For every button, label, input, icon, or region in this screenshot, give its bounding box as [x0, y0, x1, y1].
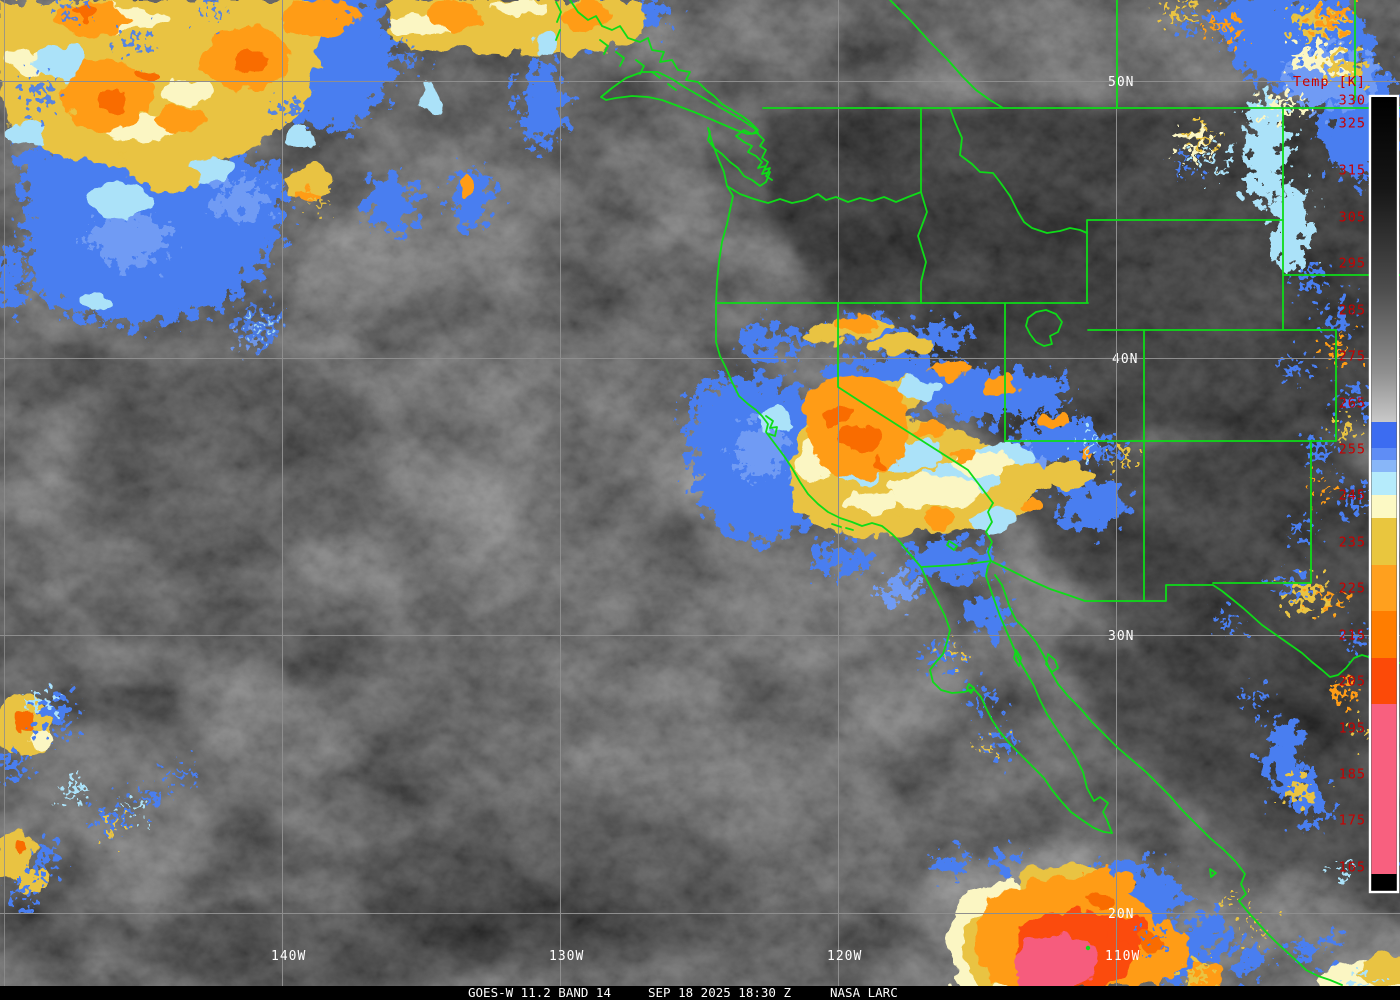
colorbar-band-220-210	[1371, 611, 1397, 658]
isla-socorro	[1085, 945, 1091, 951]
bottom-left-cells	[0, 695, 52, 892]
idaho-montana-border	[949, 107, 1284, 234]
longitude-label-140W: 140W	[271, 949, 306, 964]
colorbar-band-230-220	[1371, 565, 1397, 611]
colorbar-tick-195: 195	[1339, 721, 1366, 737]
colorbar-tick-255: 255	[1339, 442, 1366, 458]
map-boundaries	[555, 0, 1400, 986]
caption-satellite-band: GOES-W 11.2 BAND 14	[468, 985, 611, 1000]
caption-datetime: SEP 18 2025 18:30 Z	[648, 985, 791, 1000]
longitude-label-120W: 120W	[827, 949, 862, 964]
colorbar-band-240-230	[1371, 518, 1397, 565]
islas-marias	[1209, 868, 1217, 878]
storm-system-california	[687, 317, 1134, 753]
isla-angel-de-la-guarda	[1013, 649, 1022, 667]
colorbar-band-below 166	[1371, 874, 1397, 890]
colorbar-title: Temp [K]	[1293, 74, 1366, 90]
california-mexico-border	[920, 560, 992, 568]
hurricane-system	[930, 852, 1400, 986]
hurricane-outer-speckles	[1147, 895, 1370, 986]
isla-tiburon	[1045, 653, 1059, 673]
new-mexico-texas-border	[1212, 440, 1312, 584]
temperature-colorbar: Temp [K] 330 325 315 305 295 285 275 265 255 245 2…	[1293, 74, 1400, 894]
latitude-label-50N: 50N	[1108, 75, 1134, 90]
salton-sea	[946, 540, 958, 551]
colorbar-tick-315: 315	[1339, 163, 1366, 179]
great-salt-lake	[1025, 309, 1063, 347]
hurricane-cloud-mass	[950, 866, 1400, 986]
baja-gulf-coastline	[985, 560, 1113, 834]
channel-islands	[831, 523, 854, 531]
colorbar-tick-225: 225	[1339, 581, 1366, 597]
storm-ca-trailing-speckles	[930, 440, 1134, 753]
colorbar-band-252-250	[1371, 460, 1397, 472]
storm-nw-blue-speckles	[28, 2, 418, 346]
colorbar-band-200-166	[1371, 704, 1397, 874]
bc-alberta-border	[889, 0, 1004, 109]
colorbar-tick-215: 215	[1339, 628, 1366, 644]
colorbar-band-250-245	[1371, 472, 1397, 495]
caption-credit: NASA LARC	[830, 985, 898, 1000]
puget-sound-inlets	[757, 133, 773, 181]
right-edge-cloud-bands	[1168, 0, 1400, 875]
vancouver-island	[600, 71, 759, 135]
california-nevada-border	[837, 302, 994, 504]
caption-bar: GOES-W 11.2 BAND 14 SEP 18 2025 18:30 Z …	[0, 986, 1400, 1000]
colorbar-tick-205: 205	[1339, 674, 1366, 690]
colorbar-tick-185: 185	[1339, 767, 1366, 783]
colorbar-tick-265: 265	[1339, 396, 1366, 412]
colorbar-tick-175: 175	[1339, 813, 1366, 829]
latitude-label-20N: 20N	[1108, 907, 1134, 922]
bottom-left-speckles	[0, 693, 188, 903]
colorbar-band-210-200	[1371, 658, 1397, 704]
colorbar-tick-325: 325	[1339, 116, 1366, 132]
mainland-mexico-coastline	[994, 574, 1343, 986]
isla-cedros	[966, 683, 975, 694]
colorbar-tick-235: 235	[1339, 535, 1366, 551]
arizona-nm-texas-mexico-border	[990, 560, 1400, 678]
colorbar-tick-285: 285	[1339, 303, 1366, 319]
bottom-left-convection	[0, 693, 188, 903]
colorbar-band-245-240	[1371, 495, 1397, 518]
bc-coast-islands	[555, 1, 677, 91]
colorbar-tick-165: 165	[1339, 860, 1366, 876]
colorbar-gray-segment	[1371, 97, 1397, 422]
latitude-label-40N: 40N	[1112, 352, 1138, 367]
san-francisco-bay	[765, 415, 778, 437]
longitude-label-110W: 110W	[1105, 949, 1140, 964]
colorbar-tick-275: 275	[1339, 349, 1366, 365]
columbia-river-border	[726, 185, 922, 204]
colorbar-tick-330: 330	[1339, 93, 1366, 109]
latitude-label-30N: 30N	[1108, 629, 1134, 644]
colorado-river-border	[985, 502, 994, 562]
right-edge-speckles	[1168, 4, 1379, 875]
colorbar-tick-295: 295	[1339, 256, 1366, 272]
colorbar-tick-245: 245	[1339, 488, 1366, 504]
colorbar-band-260-255	[1371, 422, 1397, 448]
longitude-label-130W: 130W	[549, 949, 584, 964]
colorbar-band-255-252	[1371, 448, 1397, 460]
storm-ca-cold-tops	[760, 317, 1100, 539]
colorbar-tick-305: 305	[1339, 210, 1366, 226]
